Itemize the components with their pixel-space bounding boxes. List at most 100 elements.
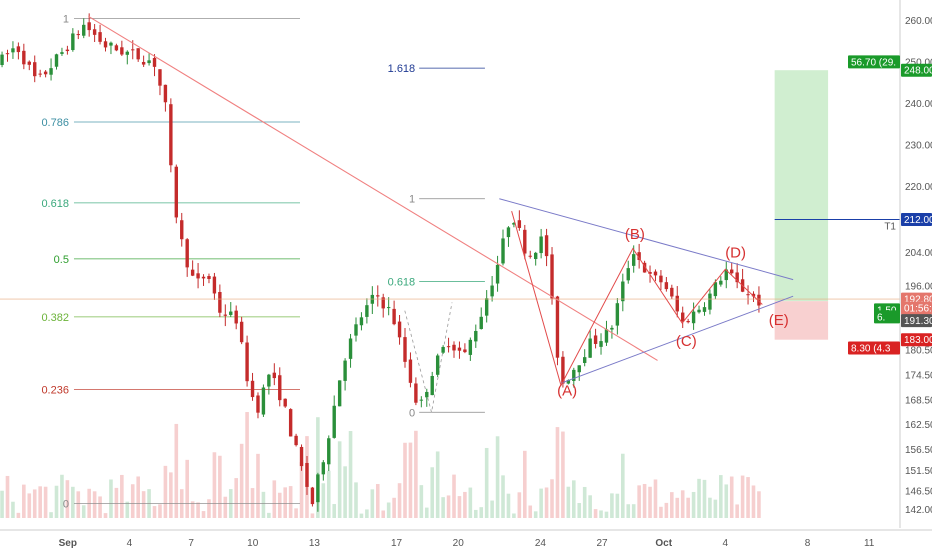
price-badge-text: 56.70 (29.	[851, 57, 896, 68]
candle-body	[327, 438, 331, 465]
candle-body	[174, 166, 179, 218]
candle-body	[125, 51, 129, 55]
fib-level-label: 0.618	[41, 198, 69, 210]
candle-body	[441, 346, 445, 353]
price-badge	[901, 301, 932, 315]
volume-bar	[713, 499, 718, 518]
volume-bar	[746, 477, 750, 518]
candle-body	[533, 252, 538, 260]
volume-bar	[294, 508, 298, 518]
candle-body	[528, 255, 532, 257]
volume-bar	[201, 511, 206, 518]
volume-bar	[71, 486, 75, 518]
candle-body	[278, 375, 282, 401]
candle-body	[468, 339, 473, 355]
volume-bar	[495, 436, 500, 518]
time-tick-label: 20	[453, 538, 465, 549]
volume-bar	[359, 513, 364, 518]
candle-body	[686, 320, 690, 323]
fib-level-label: 0	[63, 498, 69, 510]
volume-bar	[528, 505, 533, 518]
time-tick-label: 4	[127, 538, 133, 549]
volume-bar	[348, 431, 353, 518]
candle-body	[365, 305, 369, 317]
candle-body	[185, 239, 189, 268]
candle-body	[523, 229, 527, 254]
volume-bar	[299, 462, 304, 518]
volume-bar	[599, 510, 603, 518]
candle-body	[305, 462, 309, 487]
volume-bar	[169, 472, 173, 518]
candle-body	[681, 312, 685, 322]
volume-bar	[125, 501, 130, 518]
candle-body	[392, 308, 396, 325]
volume-bar	[539, 488, 543, 518]
candle-body	[49, 68, 53, 75]
candle-body	[430, 376, 434, 396]
candle-body	[642, 262, 647, 273]
volume-bar	[506, 493, 511, 518]
candle-body	[131, 49, 135, 51]
time-tick-label: 17	[391, 538, 403, 549]
candle-body	[267, 374, 271, 387]
volume-bar	[719, 475, 723, 518]
volume-bar	[593, 509, 598, 518]
drawing-lines[interactable]	[0, 15, 900, 387]
candle-body	[484, 298, 489, 316]
volume-bar	[321, 483, 326, 518]
candle-body	[593, 335, 598, 344]
volume-bar	[256, 453, 260, 518]
volume-bar	[38, 486, 42, 518]
candle-body	[730, 269, 734, 274]
volume-bar	[729, 476, 734, 518]
candle-body	[691, 311, 696, 324]
candle-body	[87, 22, 91, 31]
price-tick-label: 230.00	[905, 140, 932, 151]
volume-bar	[490, 500, 494, 518]
volume-bar	[757, 491, 761, 518]
candle-body	[218, 292, 222, 313]
time-tick-label: 11	[864, 538, 875, 549]
volume-bar	[653, 479, 658, 518]
volume-bar	[735, 504, 739, 518]
candle-body	[474, 330, 478, 342]
candle-body	[376, 295, 380, 297]
volume-bar	[610, 493, 614, 518]
price-badge	[901, 333, 932, 347]
candle-body	[479, 316, 483, 330]
price-badge-text: 6.	[877, 312, 885, 323]
candle-body	[348, 338, 353, 359]
price-badge-text: 191.30	[904, 316, 932, 327]
volume-bar	[484, 447, 489, 518]
volume-bar	[365, 509, 369, 518]
volume-bar	[54, 485, 59, 518]
volume-bar	[544, 487, 549, 518]
volume-bar	[386, 502, 391, 518]
fib-retracement-1[interactable]: 1 0.786 0.618 0.5 0.382 0.236 0	[41, 13, 300, 510]
candle-body	[16, 46, 21, 53]
candle-body	[599, 341, 603, 347]
volume-bar	[288, 486, 293, 518]
volume-bar	[631, 504, 636, 518]
candle-body	[708, 293, 712, 310]
candle-body	[757, 294, 761, 306]
price-tick-label: 260.00	[905, 16, 932, 27]
time-axis[interactable]: Sep 4 7 10 13 17 20 24 27 Oct 4 8 11	[0, 528, 932, 550]
volume-bar	[561, 431, 565, 518]
price-axis[interactable]: 260.00 250.00 240.00 230.00 220.00 212.00 204.…	[899, 0, 932, 550]
volume-bar	[103, 513, 108, 518]
fib-extension-2[interactable]: 1.618 1 0.618 0	[388, 63, 485, 419]
long-position-tool[interactable]: T1	[774, 70, 900, 340]
volume-bar	[621, 453, 625, 518]
volume-bar	[326, 470, 331, 518]
volume-bar	[261, 491, 266, 518]
volume-bar	[468, 487, 473, 518]
volume-bar	[152, 506, 157, 518]
volume-bar	[267, 512, 271, 518]
candle-body	[180, 220, 184, 240]
candle-body	[120, 47, 124, 55]
volume-bar	[566, 486, 571, 518]
volume-bar	[637, 485, 641, 518]
price-tick-label: 240.00	[905, 99, 932, 110]
